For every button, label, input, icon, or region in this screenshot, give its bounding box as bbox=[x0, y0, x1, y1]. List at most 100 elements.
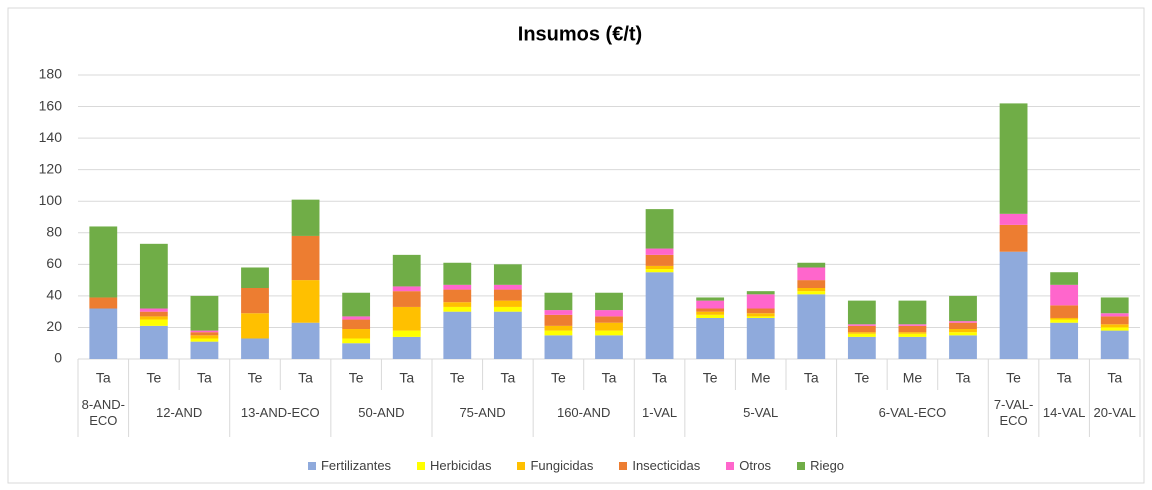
bar-segment bbox=[190, 341, 219, 359]
bar-segment bbox=[898, 325, 927, 333]
bar-segment bbox=[241, 288, 269, 314]
bar-segment bbox=[342, 316, 371, 320]
group-label: 12-AND bbox=[156, 405, 203, 420]
legend-label: Otros bbox=[739, 458, 772, 473]
bar-segment bbox=[89, 226, 118, 298]
bar-segment bbox=[1050, 272, 1079, 285]
legend-label: Riego bbox=[810, 458, 845, 473]
x-tick-label: Te bbox=[349, 370, 364, 386]
group-label: 5-VAL bbox=[743, 405, 779, 420]
y-tick-label: 0 bbox=[54, 350, 62, 366]
bar-segment bbox=[1050, 284, 1079, 306]
bar-segment bbox=[696, 314, 725, 318]
bar-segment bbox=[696, 317, 725, 359]
bar-segment bbox=[746, 313, 775, 317]
x-tick-label: Te bbox=[450, 370, 465, 386]
bar-segment bbox=[696, 297, 725, 301]
legend-label: Herbicidas bbox=[430, 458, 492, 473]
bar-segment bbox=[595, 330, 623, 336]
x-tick-label: Te bbox=[1006, 370, 1021, 386]
bar-segment bbox=[949, 335, 977, 359]
group-label: 14-VAL bbox=[1042, 405, 1086, 420]
bar-segment bbox=[999, 224, 1028, 252]
group-label: 1-VAL bbox=[641, 405, 678, 420]
group-label: 50-AND bbox=[358, 405, 405, 420]
group-label: 6-VAL-ECO bbox=[878, 405, 947, 420]
bar-segment bbox=[999, 213, 1028, 225]
bar-segment bbox=[190, 338, 219, 342]
y-tick-label: 100 bbox=[39, 192, 63, 208]
legend-label: Fungicidas bbox=[530, 458, 594, 473]
bar-segment bbox=[190, 335, 219, 339]
bar-segment bbox=[241, 338, 269, 359]
bar-segment bbox=[847, 325, 876, 333]
bar-segment bbox=[797, 262, 826, 268]
x-tick-label: Ta bbox=[197, 370, 212, 386]
bar-segment bbox=[342, 343, 371, 359]
bar-segment bbox=[696, 300, 725, 309]
bar-segment bbox=[493, 284, 522, 290]
x-tick-label: Ta bbox=[652, 370, 667, 386]
bar-segment bbox=[291, 322, 320, 359]
chart-title: Insumos (€/t) bbox=[518, 23, 642, 45]
bar-segment bbox=[139, 316, 168, 320]
y-tick-label: 20 bbox=[46, 318, 62, 334]
y-tick-label: 160 bbox=[39, 97, 63, 113]
group-label: 75-AND bbox=[459, 405, 506, 420]
bar-segment bbox=[949, 329, 977, 333]
bar-segment bbox=[443, 306, 472, 312]
x-tick-label: Ta bbox=[1057, 370, 1072, 386]
bar-segment bbox=[241, 313, 269, 339]
bar-segment bbox=[797, 280, 826, 288]
group-label: 8-AND-ECO bbox=[81, 397, 125, 428]
bar-segment bbox=[493, 289, 522, 301]
group-label: 160-AND bbox=[556, 405, 611, 420]
group-label: 13-AND-ECO bbox=[240, 405, 320, 420]
bar-segment bbox=[595, 292, 623, 311]
bar-segment bbox=[89, 308, 118, 359]
legend-swatch bbox=[417, 461, 426, 470]
bar-segment bbox=[1100, 330, 1129, 359]
bar-segment bbox=[443, 262, 472, 285]
bar-segment bbox=[392, 286, 421, 292]
bar-segment bbox=[443, 302, 472, 307]
bar-segment bbox=[898, 300, 927, 325]
x-tick-label: Ta bbox=[956, 370, 971, 386]
legend-swatch bbox=[307, 461, 316, 470]
legend-item: Fertilizantes bbox=[307, 458, 391, 473]
bar-segment bbox=[898, 336, 927, 359]
bar-segment bbox=[291, 280, 320, 323]
bar-segment bbox=[139, 319, 168, 326]
x-tick-label: Ta bbox=[96, 370, 111, 386]
bar-segment bbox=[1050, 317, 1079, 320]
bar-segment bbox=[342, 338, 371, 344]
bar-segment bbox=[645, 248, 674, 255]
bar-segment bbox=[645, 209, 674, 249]
bar-segment bbox=[645, 265, 674, 270]
bar-segment bbox=[544, 335, 573, 359]
x-tick-label: Ta bbox=[602, 370, 617, 386]
bar-segment bbox=[746, 316, 775, 318]
bar-segment bbox=[493, 306, 522, 312]
bar-segment bbox=[190, 295, 219, 331]
bar-segment bbox=[797, 291, 826, 295]
bar-segment bbox=[595, 335, 623, 359]
legend-label: Insecticidas bbox=[632, 458, 701, 473]
x-tick-label: Ta bbox=[500, 370, 515, 386]
y-tick-label: 120 bbox=[39, 160, 63, 176]
y-tick-label: 180 bbox=[39, 66, 63, 82]
bar-segment bbox=[443, 289, 472, 303]
bar-segment bbox=[898, 324, 927, 326]
bar-segment bbox=[746, 291, 775, 295]
bar-segment bbox=[139, 243, 168, 309]
legend-item: Herbicidas bbox=[417, 458, 491, 473]
bar-segment bbox=[544, 310, 573, 315]
bar-segment bbox=[1050, 322, 1079, 359]
x-tick-label: Te bbox=[146, 370, 161, 386]
legend-item: Fungicidas bbox=[517, 458, 593, 473]
bar-segment bbox=[139, 308, 168, 312]
bar-segment bbox=[595, 316, 623, 323]
y-tick-label: 80 bbox=[46, 223, 62, 239]
x-tick-label: Me bbox=[751, 370, 771, 386]
